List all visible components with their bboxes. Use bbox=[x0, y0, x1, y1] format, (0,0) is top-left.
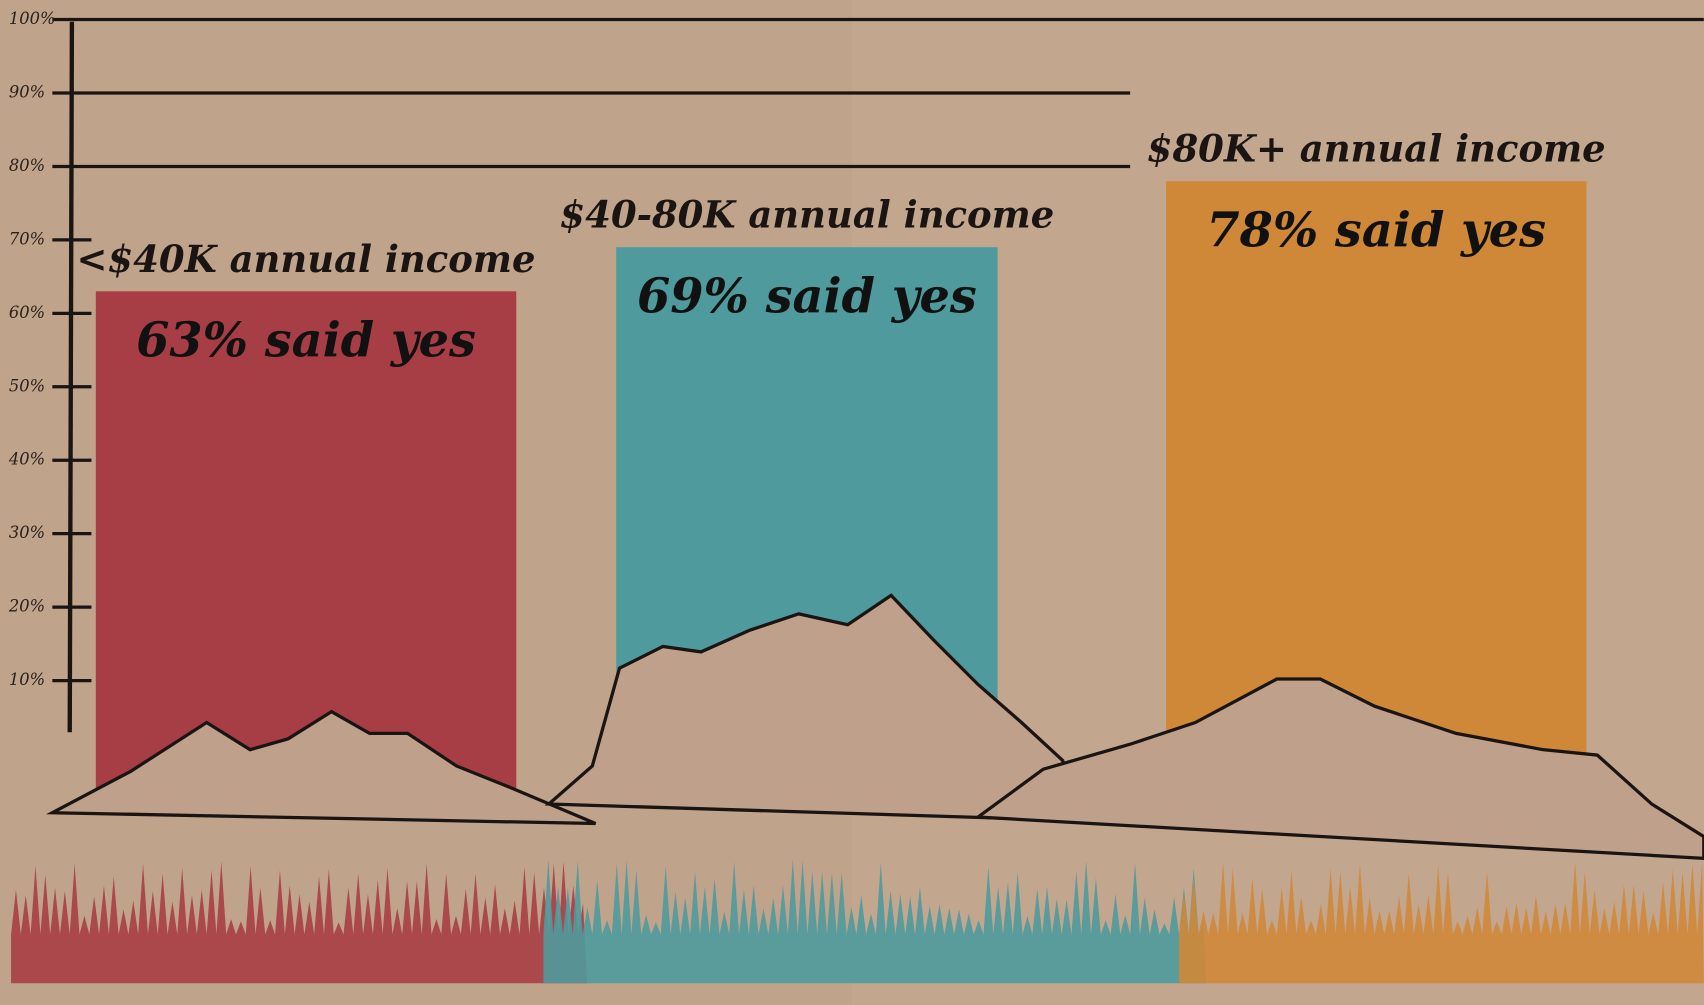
value-label: 78% said yes bbox=[1206, 202, 1546, 258]
tree-line bbox=[1179, 860, 1704, 984]
mountains bbox=[46, 593, 1704, 860]
y-tick-label: 90% bbox=[9, 83, 45, 102]
value-label: 63% said yes bbox=[136, 312, 476, 368]
mountain bbox=[46, 709, 597, 826]
tree-line bbox=[11, 861, 587, 984]
y-tick-label: 10% bbox=[9, 670, 45, 689]
tree-line bbox=[543, 859, 1207, 984]
y-tick-label: 50% bbox=[9, 376, 45, 395]
mountain bbox=[973, 677, 1704, 860]
y-tick-label: 20% bbox=[8, 597, 45, 616]
y-tick-label: 30% bbox=[9, 523, 45, 542]
y-tick-label: 100% bbox=[9, 9, 56, 28]
category-label: $80K+ annual income bbox=[1147, 127, 1606, 171]
mountain bbox=[544, 593, 1073, 822]
category-label: <$40K annual income bbox=[77, 237, 536, 281]
bars: <$40K annual income 63% said yes $40-80K a… bbox=[77, 127, 1606, 798]
y-axis bbox=[67, 21, 75, 733]
y-tick-label: 70% bbox=[9, 229, 45, 248]
trees bbox=[11, 859, 1704, 984]
bar bbox=[95, 291, 517, 798]
category-label: $40-80K annual income bbox=[560, 193, 1055, 237]
bar bbox=[1165, 181, 1587, 798]
value-label: 69% said yes bbox=[637, 268, 977, 324]
y-axis-ticks: 10% 20% 30% 40% 50% 60% 70% 80% 90% 100% bbox=[8, 9, 1704, 689]
y-tick-label: 80% bbox=[9, 156, 45, 175]
y-tick-label: 60% bbox=[9, 303, 45, 322]
y-tick-label: 40% bbox=[8, 450, 45, 469]
